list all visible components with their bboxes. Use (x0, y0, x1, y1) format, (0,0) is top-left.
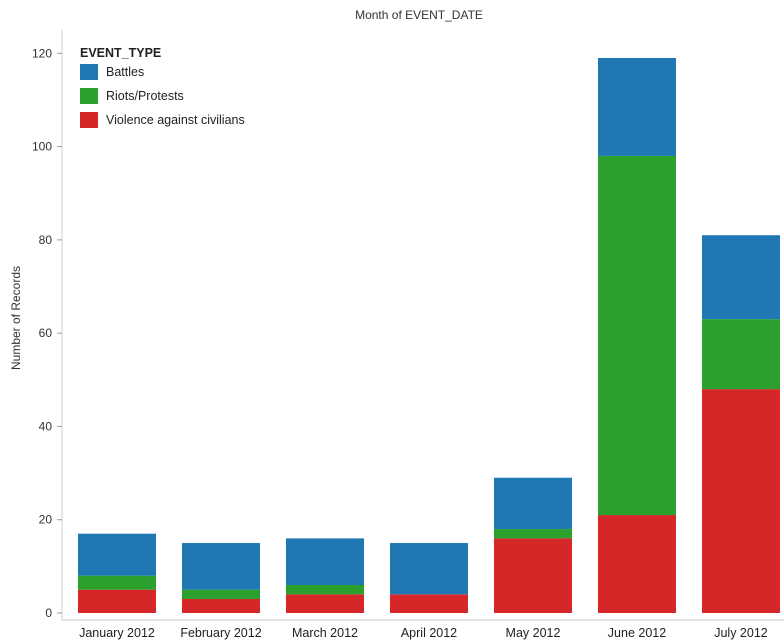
y-tick-label: 20 (39, 513, 53, 527)
bar-segment[interactable] (182, 589, 260, 600)
bar-segment[interactable] (390, 543, 468, 595)
bar-segment[interactable] (182, 599, 260, 613)
bar-segment[interactable] (182, 543, 260, 590)
category-labels: January 2012 February 2012 March 2012 April… (79, 626, 768, 640)
y-axis-title: Number of Records (9, 266, 23, 370)
category-label: July 2012 (714, 626, 768, 640)
legend-swatch (80, 64, 98, 80)
legend-label: Violence against civilians (106, 113, 245, 127)
bar-segment[interactable] (702, 319, 780, 390)
bar-segment[interactable] (598, 515, 676, 613)
y-tick-label: 100 (32, 140, 52, 154)
legend-swatch (80, 88, 98, 104)
y-ticks: 0 20 40 60 80 100 120 (32, 46, 62, 620)
bar-segment[interactable] (598, 155, 676, 516)
bar-segment[interactable] (286, 594, 364, 613)
legend-label: Riots/Protests (106, 89, 184, 103)
bar-segment[interactable] (390, 594, 468, 613)
category-label: February 2012 (180, 626, 261, 640)
y-tick-label: 0 (45, 606, 52, 620)
bar-segment[interactable] (78, 575, 156, 590)
bar-segment[interactable] (702, 235, 780, 320)
bar-segment[interactable] (78, 589, 156, 613)
bar-segment[interactable] (598, 57, 676, 156)
legend: EVENT_TYPE Battles Riots/Protests Violence… (80, 46, 245, 128)
bar-segment[interactable] (494, 529, 572, 539)
bar-segment[interactable] (286, 585, 364, 595)
category-label: June 2012 (608, 626, 666, 640)
legend-label: Battles (106, 65, 144, 79)
category-label: May 2012 (506, 626, 561, 640)
category-label: January 2012 (79, 626, 155, 640)
bar-segment[interactable] (702, 389, 780, 613)
legend-swatch (80, 112, 98, 128)
category-label: March 2012 (292, 626, 358, 640)
y-tick-label: 120 (32, 46, 52, 60)
y-tick-label: 80 (39, 233, 53, 247)
chart-title: Month of EVENT_DATE (355, 8, 483, 22)
y-tick-label: 60 (39, 326, 53, 340)
category-label: April 2012 (401, 626, 457, 640)
bar-segment[interactable] (494, 538, 572, 613)
legend-title: EVENT_TYPE (80, 46, 161, 60)
y-tick-label: 40 (39, 419, 53, 433)
bar-segment[interactable] (494, 477, 572, 530)
bars (78, 57, 780, 613)
bar-segment[interactable] (78, 533, 156, 576)
bar-segment[interactable] (286, 538, 364, 586)
